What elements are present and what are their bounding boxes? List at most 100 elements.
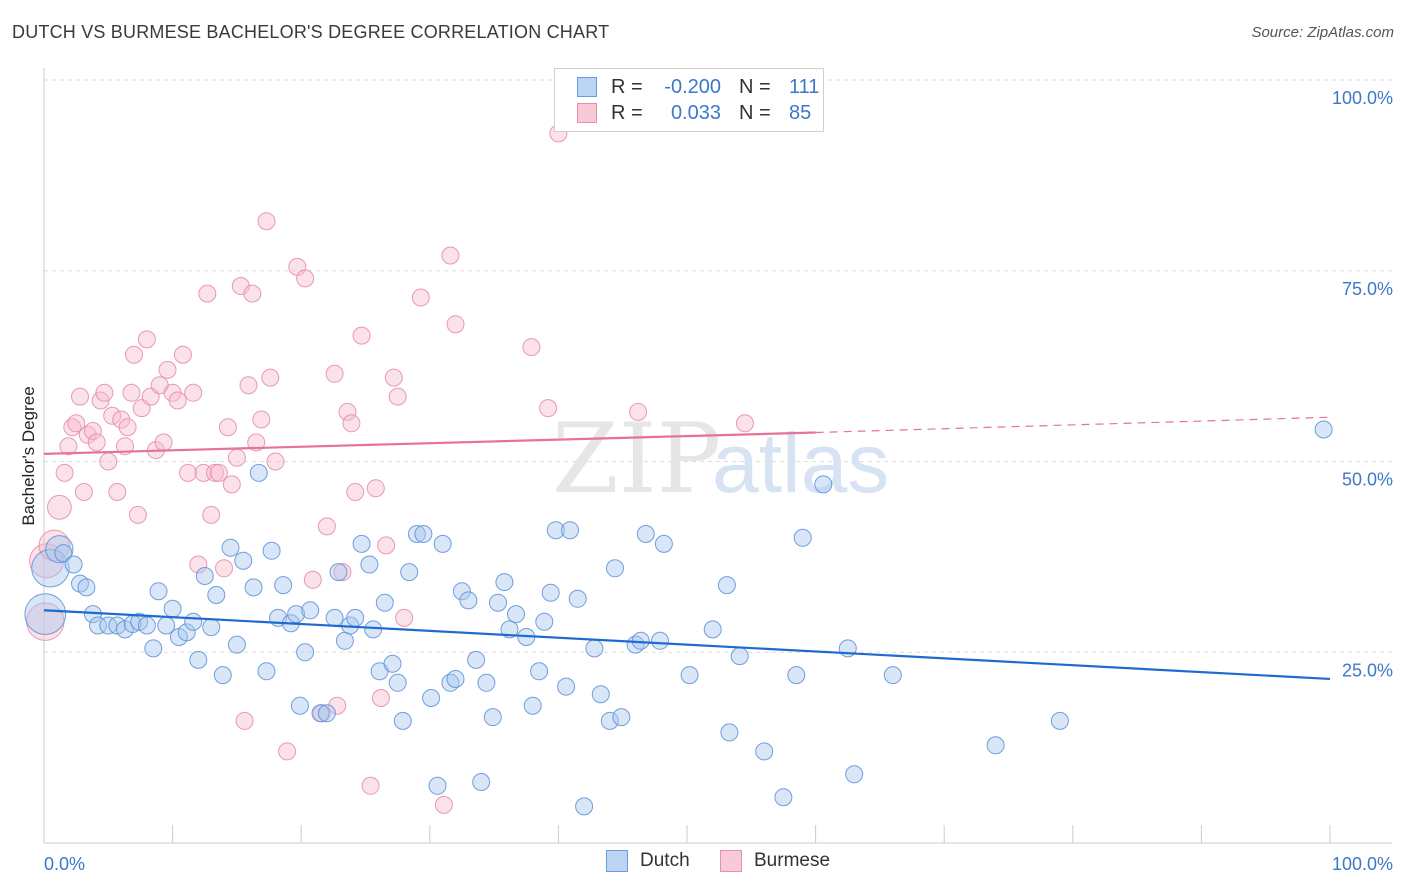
dutch-point [383, 654, 402, 673]
series-legend: Dutch Burmese [0, 850, 1406, 878]
dutch-point [177, 623, 196, 642]
dutch-point [500, 620, 519, 639]
dutch-point [433, 534, 452, 553]
dutch-point [301, 601, 320, 620]
x-tick-label-max: 100.0% [1332, 854, 1393, 874]
legend-r-value: -0.200 [664, 75, 721, 98]
burmese-point [325, 364, 344, 383]
dutch-point [612, 708, 631, 727]
dutch-point [535, 612, 554, 631]
burmese-point [125, 345, 143, 364]
legend-n-value: 111 [789, 75, 820, 98]
dutch-point [483, 708, 502, 727]
dutch-point [335, 631, 354, 650]
dutch-point [64, 555, 83, 574]
legend-n-label: N = [739, 75, 771, 98]
burmese-point [361, 776, 380, 795]
dutch-point [317, 704, 336, 723]
dutch-point [290, 696, 309, 715]
burmese-point [303, 570, 322, 589]
x-tick-label-min: 0.0% [44, 854, 85, 874]
dutch-point [195, 567, 214, 585]
dutch-point [575, 797, 594, 816]
y-axis-label: Bachelor's Degree [19, 386, 38, 525]
burmese-point [222, 475, 241, 494]
dutch-point [774, 788, 793, 807]
dutch-point [144, 639, 163, 658]
burmese-point [266, 452, 285, 471]
dutch-point [54, 544, 73, 563]
burmese-point [206, 463, 224, 482]
dutch-point [530, 662, 549, 681]
burmese-point [239, 376, 258, 395]
dutch-point [407, 525, 426, 543]
dutch-point [360, 555, 379, 574]
burmese-point [395, 608, 414, 627]
dutch-point [227, 635, 246, 654]
dutch-point [77, 578, 96, 597]
burmese-point [352, 326, 371, 345]
burmese-point [128, 505, 147, 524]
dutch-point [793, 528, 812, 547]
burmese-point [243, 284, 262, 303]
dutch-point [606, 559, 624, 578]
dutch-point [654, 534, 673, 553]
burmese-swatch-icon [577, 103, 597, 123]
chart-source: Source: ZipAtlas.com [1251, 24, 1394, 41]
burmese-point [67, 414, 86, 433]
burmese-point [47, 494, 72, 520]
dutch-point [414, 525, 433, 543]
y-tick-label: 25.0% [1342, 660, 1393, 680]
dutch-point [388, 673, 407, 692]
axes [43, 68, 1392, 844]
dutch-point [452, 582, 471, 601]
burmese-point [328, 696, 347, 715]
dutch-point [651, 631, 669, 650]
dutch-point [446, 670, 465, 688]
watermark: ZIP atlas [552, 403, 889, 515]
dutch-point [428, 776, 447, 795]
dutch-point [636, 525, 655, 543]
legend-n-label: N = [739, 101, 771, 124]
dutch-point [703, 620, 722, 639]
dutch-point [459, 591, 478, 610]
dutch-point [845, 765, 864, 784]
dutch-point [364, 620, 383, 639]
dutch-point [189, 650, 208, 669]
burmese-point [137, 330, 156, 349]
legend-r-label: R = [611, 75, 643, 98]
dutch-point [207, 586, 226, 604]
legend-item-burmese[interactable]: Burmese [720, 850, 830, 872]
dutch-point [400, 563, 419, 582]
dutch-point [755, 742, 774, 761]
burmese-point [317, 517, 336, 536]
burmese-point [209, 463, 228, 482]
dutch-point [541, 583, 560, 602]
dutch-point [213, 666, 232, 685]
dutch-point [680, 666, 699, 685]
dutch-point [24, 593, 67, 635]
dutch-point [523, 696, 542, 715]
dutch-point [585, 639, 604, 658]
dutch-point [329, 563, 348, 582]
burmese-point [184, 383, 203, 402]
dutch-point [561, 521, 579, 540]
burmese-point [122, 383, 141, 402]
burmese-point [629, 402, 648, 421]
y-tick-label: 75.0% [1342, 279, 1393, 299]
legend-r-value: 0.033 [670, 101, 721, 124]
legend-row-burmese: R = 0.033 N = 85 [577, 101, 811, 125]
burmese-point [522, 338, 541, 357]
x-ticks [43, 825, 1331, 843]
dutch-point [202, 618, 221, 637]
dutch-point [883, 666, 902, 685]
burmese-point [388, 387, 407, 406]
dutch-point [249, 463, 268, 482]
burmese-point [59, 437, 78, 456]
burmese-point [158, 360, 177, 379]
trendlines [43, 416, 1331, 681]
burmese-point [198, 284, 217, 303]
legend-item-dutch[interactable]: Dutch [606, 850, 690, 872]
watermark-zip: ZIP [552, 403, 721, 515]
